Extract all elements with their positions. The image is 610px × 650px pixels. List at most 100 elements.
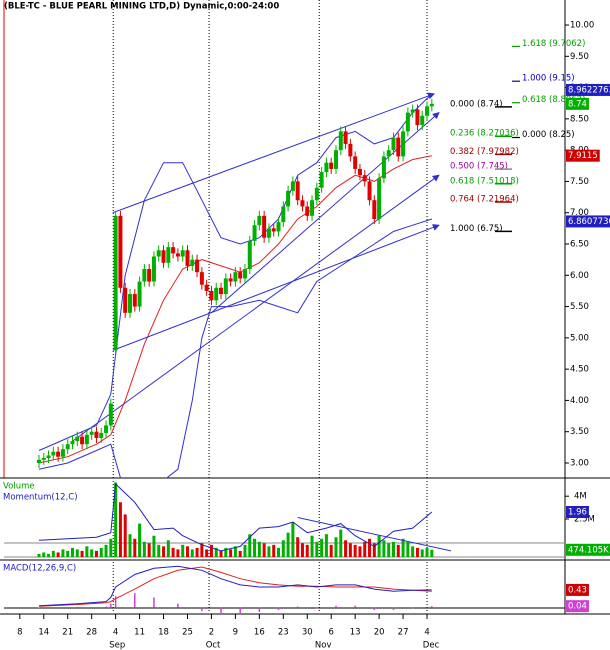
candle-body [60,449,65,457]
volume-bar [118,502,122,557]
volume-bar [152,535,156,557]
month-label: Dec [423,641,440,650]
panel [38,562,433,613]
candle-body [420,115,425,126]
trend-line [211,112,440,314]
volume-bar [320,538,324,557]
volume-bar [257,541,261,557]
volume-bar [344,540,348,557]
candle-body [314,187,319,201]
candle-body [286,190,291,207]
value-marker-label: 8.74 [568,99,587,109]
value-marker-label: 0.04 [568,602,587,612]
volume-bar [56,552,60,557]
x-tick-label: 28 [86,628,97,638]
histogram-bar [411,607,414,609]
volume-bar [114,482,118,557]
y-tick-label: 3.50 [570,427,589,437]
volume-bar [291,522,295,557]
histogram-bar [392,607,395,610]
x-tick-label: 30 [302,628,313,638]
histogram-bar [114,596,117,608]
y-tick-label: 4.50 [570,365,589,375]
y-tick-label: 5.00 [570,333,589,343]
volume-bar [157,544,161,557]
value-marker [566,149,600,162]
candle-body [147,269,152,282]
y-tick-label: 9.50 [570,52,589,62]
histogram-bar [134,593,136,608]
histogram-bar [373,607,376,610]
histogram-bar [239,607,241,613]
indicator-line [38,218,432,478]
x-tick-label: 4 [424,628,429,638]
volume-bar [209,544,213,557]
candle-body [343,131,348,144]
volume-bar [181,544,185,557]
volume-bar [190,549,194,557]
candle-body [171,247,176,254]
histogram-bar [258,607,261,612]
volume-bar [363,541,367,557]
volume-bar [219,550,223,557]
candle-body [367,181,372,201]
volume-bar [387,543,391,557]
volume-bar [133,538,137,557]
candle-body [51,451,56,456]
volume-bar [195,547,199,557]
candle-body [300,200,305,207]
histogram-bar [38,607,40,608]
candle-body [46,455,51,458]
candle-body [396,137,401,157]
volume-bar [368,538,372,557]
volume-bar [396,544,400,557]
candle-body [195,259,200,273]
volume-bar [142,541,146,557]
month-label: Sep [109,641,125,650]
candle-body [372,200,377,219]
fib-label: 1.618 (9.7062) [522,39,585,49]
volume-bar [401,538,405,557]
candle-body [329,162,334,169]
fib-label: 1.000 (6.75) [450,224,503,234]
x-tick-label: 11 [134,628,145,638]
x-tick-label: 6 [328,628,333,638]
y-tick-label: 7.00 [570,208,589,218]
candle-body [266,228,271,238]
volume-bar [47,553,51,557]
candle-body [36,459,41,463]
volume-bar [372,543,376,557]
value-marker-label: 6.86077362 [568,217,610,227]
value-marker [566,600,589,613]
candle-body [123,287,128,313]
x-tick-label: 20 [374,628,385,638]
candle-body [257,215,262,226]
volume-bar [296,537,300,557]
candle-body [242,269,247,279]
volume-bar [147,543,151,557]
volume-bar [123,514,127,557]
histogram-bar [153,597,155,608]
volume-bar [310,535,314,557]
volume-bar [99,547,103,557]
trend-line [112,92,436,214]
panel-label: MACD(12,26,9,C) [3,564,76,574]
x-tick-label: 16 [254,628,265,638]
candle-body [228,278,233,282]
y-tick-label: 6.00 [570,271,589,281]
volume-bar [267,546,271,557]
candle-body [99,432,104,438]
volume-bar [238,550,242,557]
volume-bar [391,541,395,557]
volume-bar [104,544,108,557]
volume-bar [37,553,41,557]
volume-bar [420,549,424,557]
candle-body [214,287,219,301]
volume-bar [329,544,333,557]
volume-bar [85,546,89,557]
histogram-bar [354,605,356,608]
volume-bar [277,547,281,557]
x-tick-label: 21 [62,628,73,638]
candle-body [113,215,118,351]
